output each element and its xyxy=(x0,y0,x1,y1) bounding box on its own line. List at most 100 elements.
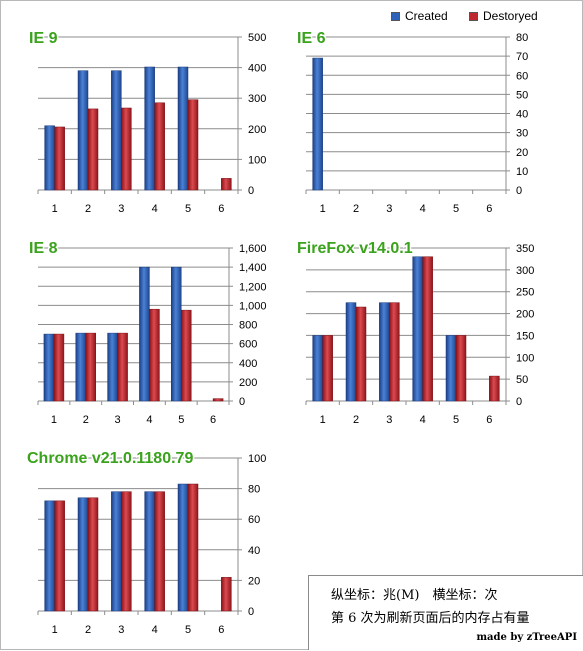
bar-destroyed xyxy=(121,107,132,191)
y-tick-label: 800 xyxy=(239,320,257,332)
y-tick-label: 500 xyxy=(248,32,266,44)
legend-swatch-destroyed xyxy=(469,12,478,22)
bar-destroyed xyxy=(355,306,367,402)
y-tick-label: 250 xyxy=(516,287,534,299)
bar-destroyed xyxy=(389,302,400,402)
x-tick-label: 3 xyxy=(118,203,124,215)
x-tick-label: 4 xyxy=(152,624,158,636)
chart-title: FireFox v14.0.1 xyxy=(297,240,413,257)
bar-created xyxy=(107,332,118,402)
x-tick-label: 3 xyxy=(118,624,124,636)
y-tick-label: 600 xyxy=(239,339,257,351)
bar-created xyxy=(77,497,89,612)
x-tick-label: 2 xyxy=(353,203,359,215)
bar-destroyed xyxy=(221,577,232,612)
bar-destroyed xyxy=(87,108,99,191)
y-tick-label: 300 xyxy=(516,265,534,277)
y-tick-label: 200 xyxy=(248,124,266,136)
x-tick-label: 2 xyxy=(353,414,359,426)
y-tick-label: 10 xyxy=(516,166,528,178)
bar-destroyed xyxy=(154,102,165,191)
bar-created xyxy=(44,500,55,612)
y-tick-label: 1,600 xyxy=(239,243,267,255)
chart-4: 0 20 40 60 80 100 1 2 3 4 5 6 Chrome v21.0.1180.79 xyxy=(26,449,267,637)
bar-destroyed xyxy=(181,309,192,402)
x-tick-label: 5 xyxy=(453,414,459,426)
y-tick-label: 40 xyxy=(248,545,260,557)
bar-created xyxy=(111,70,122,191)
bar-created xyxy=(111,491,122,612)
bar-destroyed xyxy=(53,333,65,402)
bar-created xyxy=(445,335,457,402)
legend-label-created: Created xyxy=(405,9,448,23)
x-tick-label: 5 xyxy=(185,624,191,636)
legend-label-destroyed: Destoryed xyxy=(483,9,538,23)
bar-created xyxy=(144,66,155,191)
x-tick-label: 2 xyxy=(83,414,89,426)
legend-swatch-created xyxy=(391,12,400,22)
x-tick-label: 3 xyxy=(386,203,392,215)
author-signature: made by zTreeAPI xyxy=(476,632,577,643)
y-tick-label: 1,200 xyxy=(239,281,267,293)
y-tick-label: 200 xyxy=(516,309,534,321)
x-tick-label: 5 xyxy=(453,203,459,215)
axis-note-box: 纵坐标：兆(M) 横坐标：次 第 6 次为刷新页面后的内存占有量 made by… xyxy=(308,575,583,650)
y-tick-label: 20 xyxy=(248,575,260,587)
y-tick-label: 0 xyxy=(248,185,254,197)
y-tick-label: 80 xyxy=(516,32,528,44)
legend: Created Destoryed xyxy=(391,9,576,25)
y-tick-label: 200 xyxy=(239,377,257,389)
y-tick-label: 20 xyxy=(516,147,528,159)
bar-created xyxy=(171,266,182,402)
y-tick-label: 80 xyxy=(248,484,260,496)
legend-item-destroyed: Destoryed xyxy=(469,9,538,23)
bar-created xyxy=(312,57,323,191)
bar-destroyed xyxy=(121,491,132,612)
x-tick-label: 6 xyxy=(218,624,224,636)
y-tick-label: 0 xyxy=(516,185,522,197)
x-tick-label: 1 xyxy=(320,414,326,426)
y-tick-label: 30 xyxy=(516,128,528,140)
y-tick-label: 100 xyxy=(248,154,266,166)
y-tick-label: 0 xyxy=(239,396,245,408)
x-tick-label: 4 xyxy=(146,414,152,426)
bar-created xyxy=(139,266,150,402)
x-tick-label: 4 xyxy=(152,203,158,215)
bar-created xyxy=(43,333,55,402)
x-tick-label: 6 xyxy=(210,414,216,426)
y-tick-label: 1,000 xyxy=(239,300,267,312)
bar-destroyed xyxy=(455,335,467,402)
bar-destroyed xyxy=(212,398,224,402)
bar-destroyed xyxy=(149,308,160,402)
bar-destroyed xyxy=(154,491,165,612)
x-tick-label: 1 xyxy=(52,624,58,636)
y-tick-label: 70 xyxy=(516,51,528,63)
bar-destroyed xyxy=(117,332,128,402)
y-tick-label: 60 xyxy=(516,70,528,82)
legend-item-created: Created xyxy=(391,9,448,23)
bar-created xyxy=(75,332,86,402)
bar-destroyed xyxy=(187,99,199,191)
x-tick-label: 3 xyxy=(115,414,121,426)
chart-title: IE 9 xyxy=(29,30,58,47)
bar-destroyed xyxy=(54,500,65,612)
bar-created xyxy=(177,483,189,612)
x-tick-label: 6 xyxy=(486,414,492,426)
y-tick-label: 50 xyxy=(516,374,528,386)
x-tick-label: 3 xyxy=(386,414,392,426)
x-tick-label: 4 xyxy=(420,414,426,426)
x-tick-label: 2 xyxy=(85,624,91,636)
bar-created xyxy=(144,491,155,612)
y-tick-label: 100 xyxy=(516,352,534,364)
chart-3: 0 50 100 150 200 250 300 350 1 2 3 4 5 6 FireFox v14.0… xyxy=(296,239,535,427)
bar-created xyxy=(379,302,390,402)
x-tick-label: 5 xyxy=(178,414,184,426)
bar-destroyed xyxy=(422,256,433,402)
chart-title: IE 8 xyxy=(29,240,58,257)
bar-destroyed xyxy=(54,126,65,191)
bar-destroyed xyxy=(87,497,99,612)
axis-units-note: 纵坐标：兆(M) 横坐标：次 xyxy=(331,588,498,603)
x-tick-label: 6 xyxy=(218,203,224,215)
x-tick-label: 1 xyxy=(51,414,57,426)
